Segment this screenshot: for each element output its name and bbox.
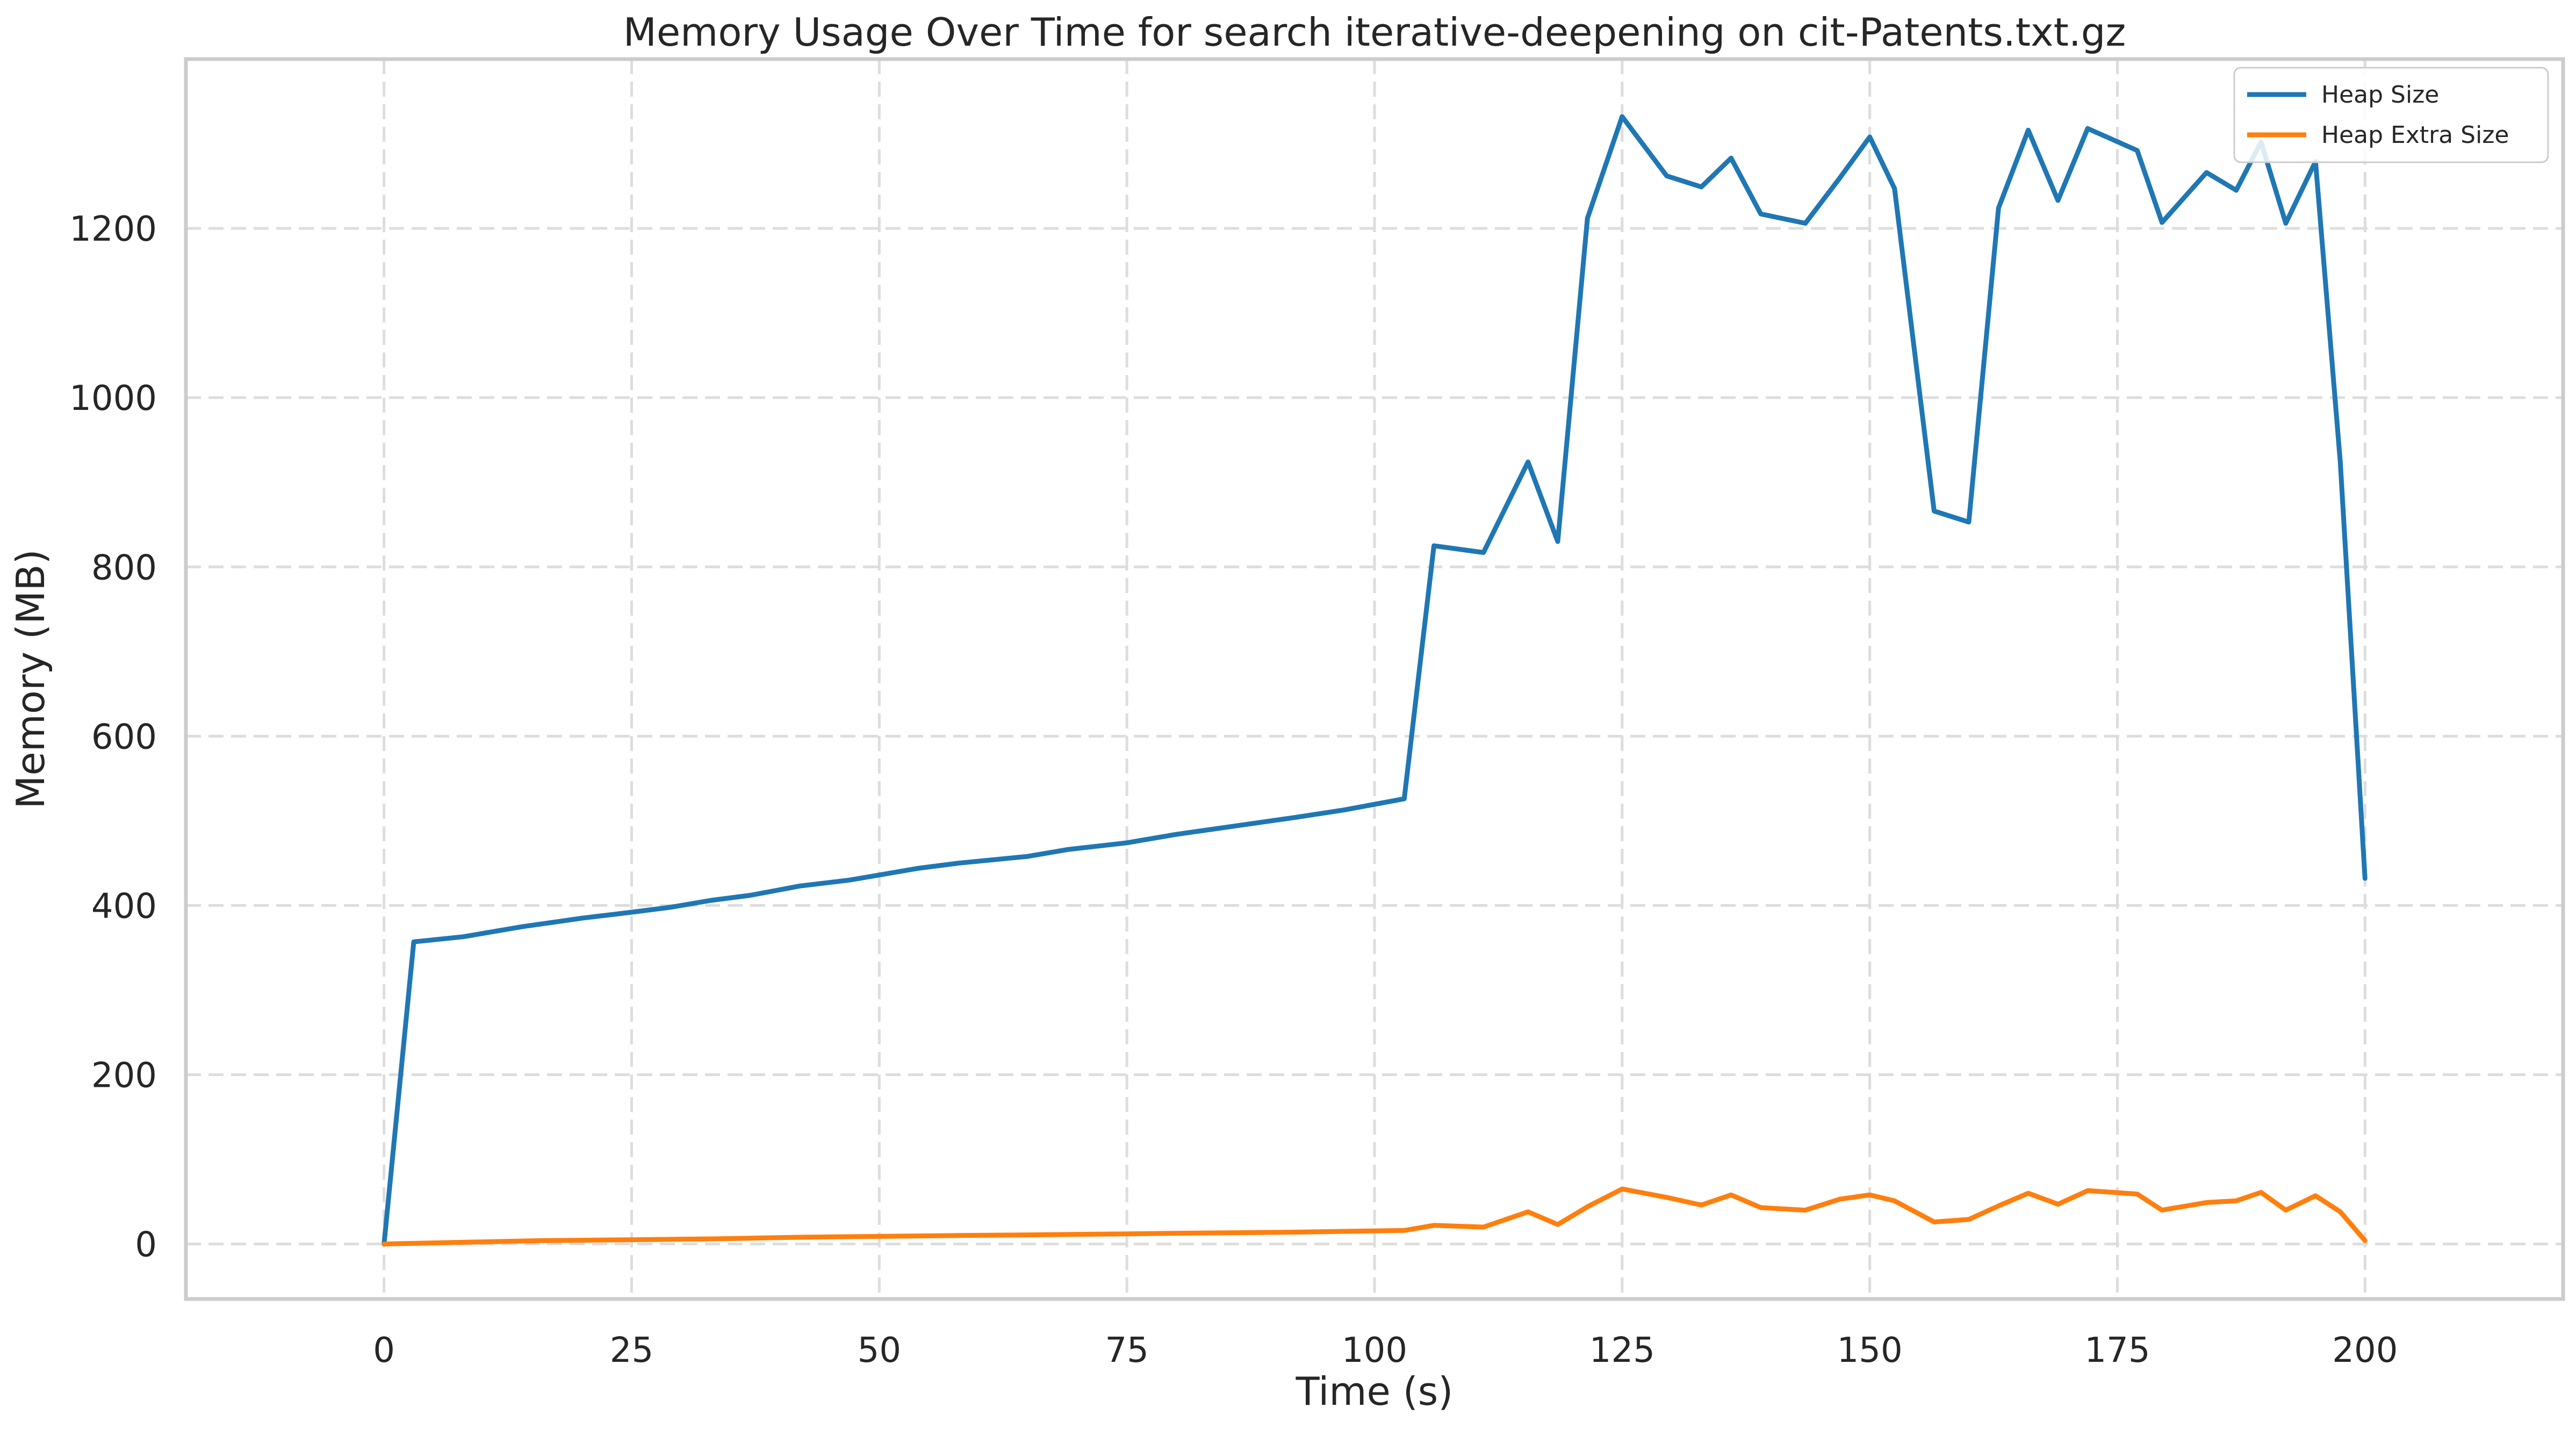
legend-label-heap-size: Heap Size [2321,81,2439,109]
legend: Heap Size Heap Extra Size [2234,68,2548,162]
y-axis-label: Memory (MB) [8,549,53,809]
x-tick-label: 100 [1342,1331,1407,1370]
x-tick-label: 200 [2332,1331,2398,1370]
y-tick-label: 200 [91,1056,157,1096]
y-tick-label: 0 [135,1225,157,1265]
chart-title: Memory Usage Over Time for search iterat… [623,10,2126,55]
x-tick-label: 50 [858,1331,901,1370]
y-tick-label: 1200 [69,210,157,249]
legend-label-heap-extra-size: Heap Extra Size [2321,121,2509,149]
y-tick-label: 600 [91,717,157,757]
x-tick-label: 75 [1105,1331,1148,1370]
y-tick-label: 800 [91,548,157,588]
x-tick-label: 175 [2084,1331,2150,1370]
y-tick-label: 1000 [69,379,157,418]
y-tick-label: 400 [91,886,157,926]
x-tick-label: 0 [373,1331,395,1370]
x-tick-label: 125 [1589,1331,1655,1370]
x-axis-label: Time (s) [1296,1369,1454,1414]
x-tick-label: 25 [610,1331,653,1370]
x-tick-label: 150 [1837,1331,1903,1370]
